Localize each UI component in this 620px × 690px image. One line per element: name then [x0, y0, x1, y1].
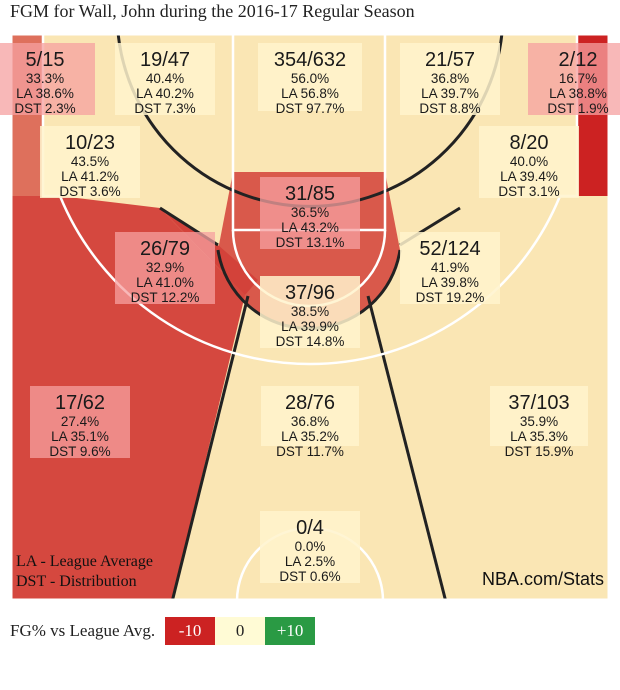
- zone-league-average: LA 39.4%: [500, 169, 558, 184]
- zone-fg-pct: 40.0%: [510, 154, 548, 169]
- zone-league-average: LA 38.8%: [549, 86, 607, 101]
- zone-distribution: DST 14.8%: [276, 334, 345, 349]
- zone-fg-pct: 36.8%: [291, 414, 329, 429]
- zone-league-average: LA 40.2%: [136, 86, 194, 101]
- court-border: [7, 30, 613, 604]
- zone-made-attempts: 31/85: [285, 183, 335, 205]
- zone-distribution: DST 8.8%: [419, 101, 480, 116]
- zone-league-average: LA 2.5%: [285, 554, 335, 569]
- zone-made-attempts: 37/103: [508, 392, 569, 414]
- zone-league-average: LA 43.2%: [281, 220, 339, 235]
- zone-distribution: DST 97.7%: [276, 101, 345, 116]
- zone-fg-pct: 16.7%: [559, 71, 597, 86]
- zone-made-attempts: 28/76: [285, 392, 335, 414]
- zone-label-box: [261, 386, 359, 446]
- zone-fg-pct: 36.5%: [291, 205, 329, 220]
- zone-distribution: DST 9.6%: [49, 444, 110, 459]
- zone-fg-pct: 0.0%: [295, 539, 326, 554]
- legend-swatch-low: -10: [165, 617, 216, 645]
- zone-league-average: LA 39.9%: [281, 319, 339, 334]
- zone-league-average: LA 35.2%: [281, 429, 339, 444]
- zone-distribution: DST 7.3%: [134, 101, 195, 116]
- zone-distribution: DST 2.3%: [14, 101, 75, 116]
- zone-label-box: [400, 232, 500, 304]
- zone-league-average: LA 39.8%: [421, 275, 479, 290]
- legend-swatch-mid: 0: [215, 617, 266, 645]
- zone-distribution: DST 19.2%: [416, 290, 485, 305]
- zone-boundary-line: [366, 295, 448, 601]
- zone-distribution: DST 0.6%: [279, 569, 340, 584]
- three-point-arc: [58, 195, 562, 366]
- legend-swatch-high: +10: [265, 617, 316, 645]
- zone-league-average: LA 56.8%: [281, 86, 339, 101]
- zone-league-average: LA 39.7%: [421, 86, 479, 101]
- zone-fg-pct: 56.0%: [291, 71, 329, 86]
- zone-label-box: [400, 43, 500, 115]
- zone-fg-pct: 43.5%: [71, 154, 109, 169]
- zone-made-attempts: 21/57: [425, 49, 475, 71]
- zone-distribution: DST 12.2%: [131, 290, 200, 305]
- zone-fg-pct: 27.4%: [61, 414, 99, 429]
- zone-made-attempts: 10/23: [65, 132, 115, 154]
- zone-league-average: LA 38.6%: [16, 86, 74, 101]
- zone-label-box: [260, 511, 360, 583]
- zone-label-box: [260, 177, 360, 249]
- zone-fg-pct: 38.5%: [291, 304, 329, 319]
- zone-made-attempts: 19/47: [140, 49, 190, 71]
- zone-made-attempts: 37/96: [285, 282, 335, 304]
- zone-label-box: [258, 43, 362, 111]
- zone-distribution: DST 1.9%: [547, 101, 608, 116]
- zone-label-box: [115, 43, 215, 115]
- zone-league-average: LA 35.1%: [51, 429, 109, 444]
- zone-boundary-line: [170, 295, 250, 601]
- zone-made-attempts: 5/15: [26, 49, 65, 71]
- zone-label-box: [260, 276, 360, 348]
- zone-made-attempts: 26/79: [140, 238, 190, 260]
- fg-legend: FG% vs League Avg. -10 0 +10: [10, 617, 316, 645]
- zone-fg-pct: 32.9%: [146, 260, 184, 275]
- zone-distribution: DST 13.1%: [276, 235, 345, 250]
- zone-label-box: [528, 43, 620, 115]
- zone-fg-pct: 35.9%: [520, 414, 558, 429]
- legend-label: FG% vs League Avg.: [10, 621, 156, 640]
- zone-league-average: LA 41.0%: [136, 275, 194, 290]
- zone-label-box: [490, 386, 588, 446]
- note-distribution: DST - Distribution: [16, 573, 137, 590]
- zone-made-attempts: 2/12: [559, 49, 598, 71]
- zone-fg-pct: 40.4%: [146, 71, 184, 86]
- zone-made-attempts: 8/20: [510, 132, 549, 154]
- zone-label-box: [30, 386, 130, 458]
- zone-distribution: DST 3.1%: [498, 184, 559, 199]
- zone-league-average: LA 41.2%: [61, 169, 119, 184]
- zone-made-attempts: 17/62: [55, 392, 105, 414]
- zone-label-box: [115, 232, 215, 304]
- zone-label-box: [40, 126, 140, 198]
- zone-distribution: DST 11.7%: [276, 444, 344, 459]
- source-label: NBA.com/Stats: [482, 569, 604, 589]
- zone-league-average: LA 35.3%: [510, 429, 568, 444]
- zone-made-attempts: 52/124: [419, 238, 480, 260]
- zone-fg-pct: 41.9%: [431, 260, 469, 275]
- zone-distribution: DST 3.6%: [59, 184, 120, 199]
- zone-label-box: [479, 126, 579, 198]
- zone-fg-pct: 33.3%: [26, 71, 64, 86]
- zone-fg-pct: 36.8%: [431, 71, 469, 86]
- zone-made-attempts: 354/632: [274, 49, 346, 71]
- note-league-average: LA - League Average: [16, 553, 153, 570]
- zone-distribution: DST 15.9%: [505, 444, 574, 459]
- zone-made-attempts: 0/4: [296, 517, 324, 539]
- chart-title: FGM for Wall, John during the 2016-17 Re…: [10, 1, 415, 21]
- zone-label-box: [0, 43, 95, 115]
